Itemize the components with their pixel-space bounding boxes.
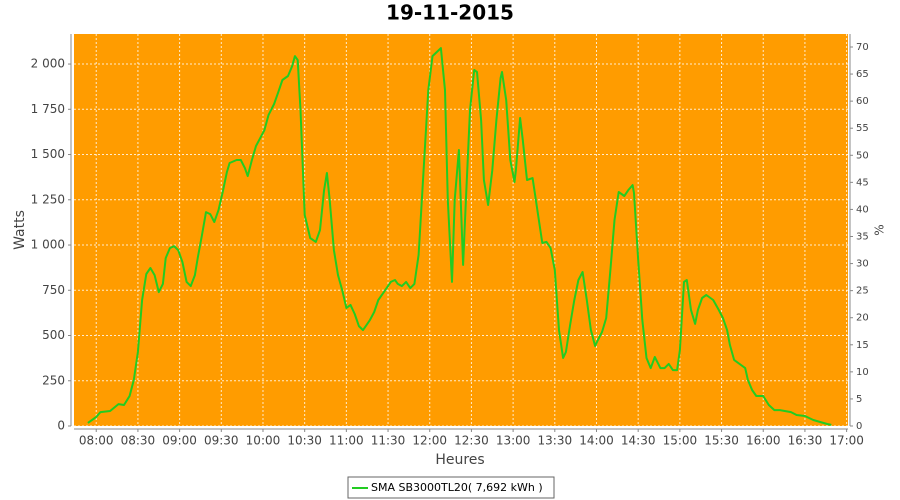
y2-tick-label: 5 bbox=[856, 394, 862, 405]
y2-tick-label: 0 bbox=[856, 421, 862, 432]
y2-tick-label: 30 bbox=[856, 259, 869, 270]
x-tick-label: 09:00 bbox=[162, 434, 197, 448]
legend: SMA SB3000TL20( 7,692 kWh ) bbox=[347, 476, 555, 499]
y2-tick-label: 15 bbox=[856, 340, 869, 351]
x-tick-label: 17:00 bbox=[829, 434, 864, 448]
x-tick-label: 16:30 bbox=[788, 434, 823, 448]
x-tick-label: 16:00 bbox=[746, 434, 781, 448]
x-tick-label: 08:00 bbox=[79, 434, 114, 448]
y2-tick-label: 20 bbox=[856, 313, 869, 324]
y2-tick-label: 55 bbox=[856, 123, 869, 134]
series-line bbox=[87, 47, 832, 426]
x-tick-label: 11:00 bbox=[329, 434, 364, 448]
x-tick-label: 15:00 bbox=[663, 434, 698, 448]
x-tick-label: 12:30 bbox=[454, 434, 489, 448]
y-axis-label: Watts bbox=[12, 210, 28, 250]
x-tick-label: 09:30 bbox=[204, 434, 239, 448]
x-tick-label: 10:30 bbox=[287, 434, 322, 448]
y2-tick-label: 65 bbox=[856, 69, 869, 80]
y-tick-label: 1 250 bbox=[31, 192, 65, 206]
x-tick-label: 14:00 bbox=[579, 434, 614, 448]
y2-tick-label: 45 bbox=[856, 177, 869, 188]
x-tick-label: 08:30 bbox=[121, 434, 156, 448]
y2-tick-label: 40 bbox=[856, 204, 869, 215]
y2-tick-label: 35 bbox=[856, 231, 869, 242]
y-tick-label: 1 000 bbox=[31, 238, 65, 252]
y-tick-label: 0 bbox=[57, 419, 65, 433]
y2-tick-label: 50 bbox=[856, 150, 869, 161]
y-tick-label: 250 bbox=[42, 373, 65, 387]
y-tick-label: 750 bbox=[42, 283, 65, 297]
chart-title: 19-11-2015 bbox=[386, 1, 514, 25]
x-tick-label: 15:30 bbox=[704, 434, 739, 448]
legend-box bbox=[347, 476, 555, 499]
y-tick-label: 500 bbox=[42, 328, 65, 342]
y-tick-label: 1 500 bbox=[31, 147, 65, 161]
x-tick-label: 14:30 bbox=[621, 434, 656, 448]
x-tick-label: 12:00 bbox=[412, 434, 447, 448]
y2-axis-label: % bbox=[873, 224, 887, 235]
y2-tick-label: 60 bbox=[856, 96, 869, 107]
x-tick-label: 10:00 bbox=[246, 434, 281, 448]
x-tick-label: 11:30 bbox=[371, 434, 406, 448]
y2-tick-label: 10 bbox=[856, 367, 869, 378]
y2-tick-label: 25 bbox=[856, 286, 869, 297]
x-axis-label: Heures bbox=[435, 452, 484, 468]
legend-label: SMA SB3000TL20( 7,692 kWh ) bbox=[371, 481, 543, 494]
x-tick-label: 13:30 bbox=[538, 434, 573, 448]
y2-tick-label: 70 bbox=[856, 42, 869, 53]
y-tick-label: 2 000 bbox=[31, 57, 65, 71]
y-tick-label: 1 750 bbox=[31, 102, 65, 116]
x-tick-label: 13:00 bbox=[496, 434, 531, 448]
